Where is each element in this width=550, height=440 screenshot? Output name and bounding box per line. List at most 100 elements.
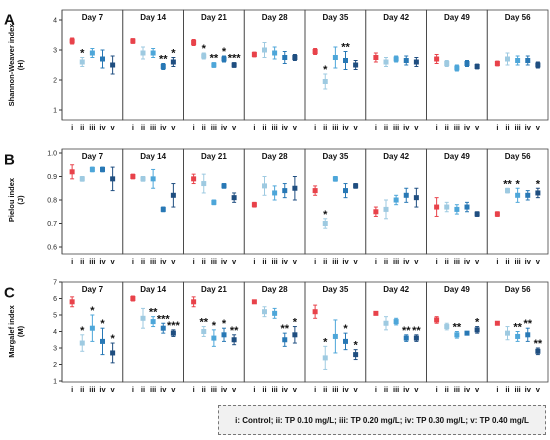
x-category-label: v bbox=[354, 257, 359, 266]
data-point bbox=[201, 329, 207, 334]
data-point bbox=[434, 56, 440, 62]
data-point bbox=[262, 309, 267, 315]
x-category-label: v bbox=[414, 257, 419, 266]
x-category-label: v bbox=[232, 257, 237, 266]
data-point bbox=[201, 53, 207, 59]
data-point bbox=[201, 181, 207, 187]
x-category-label: v bbox=[232, 385, 237, 394]
x-category-label: i bbox=[314, 385, 316, 394]
significance-marker: ** bbox=[513, 322, 522, 334]
significance-marker: * bbox=[353, 340, 358, 352]
day-subpanel: Day 42i ii iii**iv**v bbox=[365, 281, 427, 394]
data-point bbox=[221, 332, 227, 338]
x-category-label: v bbox=[293, 257, 298, 266]
day-label: Day 28 bbox=[262, 13, 288, 22]
data-point bbox=[464, 61, 470, 66]
subpanel-frame bbox=[486, 148, 549, 255]
x-category-label: iii bbox=[150, 385, 156, 394]
significance-marker: ** bbox=[523, 318, 532, 330]
significance-marker: * bbox=[222, 318, 227, 330]
data-point bbox=[444, 324, 450, 330]
x-category-label: ii bbox=[445, 123, 449, 132]
significance-marker: * bbox=[323, 209, 328, 221]
x-category-label: iv bbox=[342, 123, 349, 132]
panel-letter: B bbox=[4, 151, 15, 168]
data-point bbox=[221, 56, 227, 62]
data-point bbox=[130, 296, 136, 301]
day-label: Day 28 bbox=[262, 285, 288, 294]
day-label: Day 21 bbox=[201, 13, 227, 22]
x-category-label: iv bbox=[464, 385, 471, 394]
data-point bbox=[282, 337, 288, 343]
x-category-label: iv bbox=[403, 385, 410, 394]
significance-marker: ** bbox=[503, 178, 512, 190]
y-tick-label: 6 bbox=[53, 296, 57, 303]
y-tick-label: 4 bbox=[53, 329, 57, 336]
x-category-label: iv bbox=[403, 123, 410, 132]
x-category-label: iv bbox=[99, 385, 106, 394]
x-category-label: ii bbox=[141, 385, 145, 394]
x-category-label: ii bbox=[323, 385, 327, 394]
data-point bbox=[160, 206, 166, 212]
data-point bbox=[312, 309, 318, 315]
data-point bbox=[69, 38, 75, 44]
x-category-label: iii bbox=[332, 385, 338, 394]
data-point bbox=[535, 190, 541, 196]
x-category-label: v bbox=[111, 257, 116, 266]
data-point bbox=[403, 192, 409, 198]
day-label: Day 49 bbox=[444, 152, 470, 161]
data-point bbox=[322, 79, 328, 84]
day-label: Day 14 bbox=[140, 13, 166, 22]
x-category-label: iv bbox=[464, 123, 471, 132]
data-point bbox=[282, 55, 288, 60]
data-point bbox=[505, 330, 510, 336]
x-category-label: iii bbox=[332, 257, 338, 266]
data-point bbox=[170, 59, 176, 65]
data-point bbox=[535, 348, 541, 354]
data-point bbox=[515, 58, 521, 63]
x-category-label: v bbox=[171, 385, 176, 394]
x-category-label: ii bbox=[505, 385, 509, 394]
day-subpanel: Day 7 i * ii * iii * iv * v bbox=[61, 281, 124, 394]
x-category-label: v bbox=[111, 123, 116, 132]
data-point bbox=[444, 61, 450, 66]
data-point bbox=[160, 325, 166, 331]
x-category-label: i bbox=[71, 123, 73, 132]
data-point bbox=[515, 333, 521, 339]
data-point bbox=[454, 65, 460, 71]
data-point bbox=[322, 355, 328, 361]
data-point bbox=[191, 299, 197, 305]
x-category-label: i bbox=[436, 257, 438, 266]
x-category-label: i bbox=[375, 385, 377, 394]
data-point bbox=[191, 176, 197, 182]
x-category-label: ii bbox=[262, 385, 266, 394]
significance-marker: * bbox=[293, 317, 298, 329]
significance-marker: *** bbox=[167, 320, 181, 332]
x-category-label: v bbox=[536, 123, 541, 132]
data-point bbox=[494, 211, 500, 217]
significance-marker: * bbox=[171, 48, 176, 60]
subpanel-frame bbox=[122, 9, 184, 121]
y-axis-label: Margalef index(M) bbox=[7, 304, 25, 357]
x-category-label: i bbox=[375, 257, 377, 266]
x-category-label: ii bbox=[445, 257, 449, 266]
x-category-label: v bbox=[414, 385, 419, 394]
x-category-label: i bbox=[436, 123, 438, 132]
day-label: Day 21 bbox=[201, 285, 227, 294]
x-category-label: ii bbox=[80, 123, 84, 132]
day-subpanel: Day 21i ii iii iv v bbox=[183, 148, 245, 266]
data-point bbox=[211, 199, 217, 205]
data-point bbox=[110, 176, 116, 182]
day-subpanel: Day 49i ii iii iv v bbox=[426, 148, 488, 266]
x-category-label: iii bbox=[150, 257, 156, 266]
x-category-label: v bbox=[293, 385, 298, 394]
x-category-label: iii bbox=[271, 257, 277, 266]
x-category-label: ii bbox=[384, 385, 388, 394]
day-subpanel: Day 28i ii iii iv v bbox=[243, 9, 306, 132]
significance-marker: * bbox=[212, 320, 217, 332]
data-point bbox=[434, 204, 440, 210]
x-category-label: i bbox=[193, 257, 195, 266]
y-axis-label: Shannon-Weaver index(H) bbox=[7, 23, 25, 107]
x-category-label: i bbox=[314, 257, 316, 266]
data-point bbox=[262, 183, 267, 189]
